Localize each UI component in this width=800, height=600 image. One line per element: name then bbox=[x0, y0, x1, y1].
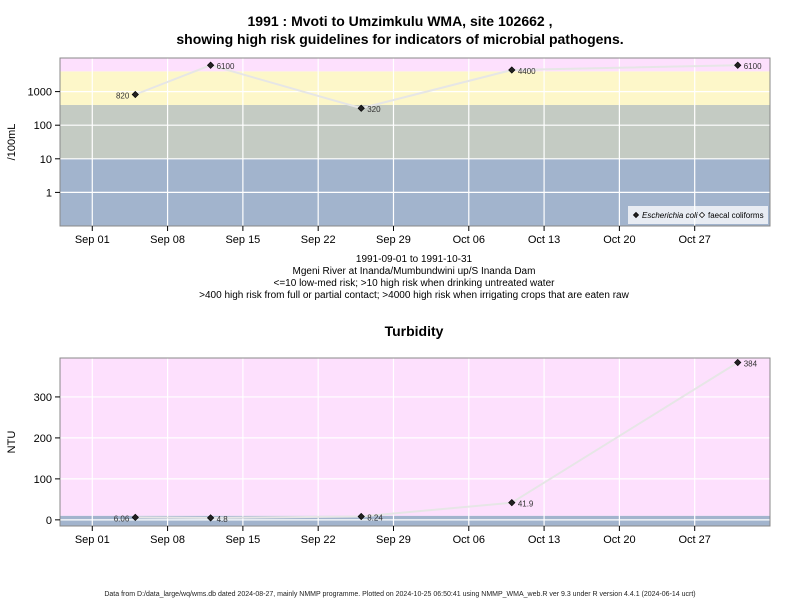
legend-box bbox=[628, 206, 768, 224]
x-tick-label-1: Sep 08 bbox=[150, 534, 185, 546]
data-label-4: 6100 bbox=[744, 62, 762, 71]
data-label-1: 6100 bbox=[217, 62, 235, 71]
risk-band-3 bbox=[60, 58, 770, 72]
data-point-3 bbox=[508, 499, 516, 507]
data-point-3 bbox=[508, 66, 516, 74]
x-tick-label-3: Sep 22 bbox=[301, 234, 336, 246]
chart-title-top: 1991 : Mvoti to Umzimkulu WMA, site 1026… bbox=[176, 13, 623, 47]
legend-entry-1: faecal coliforms bbox=[708, 211, 764, 220]
x-tick-label-1: Sep 08 bbox=[150, 234, 185, 246]
data-point-2 bbox=[357, 104, 365, 112]
x-tick-label-7: Oct 20 bbox=[603, 234, 635, 246]
caption-line-3: >400 high risk from full or partial cont… bbox=[199, 290, 629, 301]
chart-title-turbidity: Turbidity bbox=[385, 323, 444, 339]
data-point-1 bbox=[206, 514, 215, 522]
x-tick-label-5: Oct 06 bbox=[453, 534, 485, 546]
y-tick-label-0: 0 bbox=[46, 515, 52, 527]
y-tick-label-2: 200 bbox=[34, 433, 52, 445]
data-label-3: 4400 bbox=[518, 67, 536, 76]
title-line-1: showing high risk guidelines for indicat… bbox=[176, 31, 623, 47]
risk-band-1 bbox=[60, 104, 770, 159]
y-tick-label-2: 100 bbox=[34, 120, 52, 132]
data-label-2: 320 bbox=[367, 105, 381, 114]
risk-band-1 bbox=[60, 358, 770, 516]
legend-marker-1 bbox=[698, 211, 706, 219]
x-tick-label-5: Oct 06 bbox=[453, 234, 485, 246]
ecoli-panel: 1 10 100 1000 Sep 01 Sep 08 Sep 15 Sep 22 Sep 29… bbox=[6, 57, 771, 246]
data-label-1: 4.8 bbox=[217, 515, 229, 524]
caption-line-2: <=10 low-med risk; >10 high risk when dr… bbox=[274, 278, 556, 289]
x-tick-label-3: Sep 22 bbox=[301, 534, 336, 546]
data-point-4 bbox=[734, 61, 742, 69]
legend: Escherichia coli faecal coliforms bbox=[628, 206, 768, 224]
x-tick-label-2: Sep 15 bbox=[225, 234, 260, 246]
data-point-0 bbox=[131, 513, 139, 521]
caption-line-1: Mgeni River at Inanda/Mumbundwini up/S I… bbox=[293, 266, 536, 277]
y-axis-label: NTU bbox=[6, 431, 18, 454]
y-axis-label: /100mL bbox=[6, 124, 18, 161]
x-tick-label-6: Oct 13 bbox=[528, 234, 560, 246]
risk-band-2 bbox=[60, 71, 770, 105]
caption-line-0: 1991-09-01 to 1991-10-31 bbox=[356, 254, 473, 265]
legend-entry-0: Escherichia coli bbox=[642, 211, 698, 220]
data-label-0: 820 bbox=[116, 91, 130, 100]
y-tick-label-3: 1000 bbox=[28, 87, 52, 99]
plot-frame bbox=[59, 57, 771, 227]
x-tick-label-8: Oct 27 bbox=[678, 234, 710, 246]
data-label-4: 384 bbox=[744, 360, 758, 369]
data-point-1 bbox=[206, 61, 215, 69]
title-line-0: 1991 : Mvoti to Umzimkulu WMA, site 1026… bbox=[248, 13, 553, 29]
y-tick-label-3: 300 bbox=[34, 392, 52, 404]
data-point-0 bbox=[131, 90, 139, 99]
data-label-3: 41.9 bbox=[518, 500, 534, 509]
x-tick-label-8: Oct 27 bbox=[678, 534, 710, 546]
x-tick-label-6: Oct 13 bbox=[528, 534, 560, 546]
x-tick-label-2: Sep 15 bbox=[225, 534, 260, 546]
y-tick-label-1: 100 bbox=[34, 474, 52, 486]
turbidity-panel: 0 100 200 300 Sep 01 Sep 08 Sep 15 Sep 22 Sep 29… bbox=[6, 357, 771, 546]
footer-note: Data from D:/data_large/wq/wms.db dated … bbox=[104, 591, 695, 598]
x-tick-label-7: Oct 20 bbox=[603, 534, 635, 546]
x-tick-label-0: Sep 01 bbox=[75, 534, 110, 546]
legend-marker-0 bbox=[632, 211, 640, 219]
x-tick-label-0: Sep 01 bbox=[75, 234, 110, 246]
data-label-2: 8.24 bbox=[367, 513, 383, 522]
risk-band-0 bbox=[60, 515, 770, 526]
y-tick-label-1: 10 bbox=[40, 154, 52, 166]
y-tick-label-0: 1 bbox=[46, 187, 52, 199]
data-point-4 bbox=[734, 358, 742, 367]
x-tick-label-4: Sep 29 bbox=[376, 234, 411, 246]
turbidity-title: Turbidity bbox=[385, 323, 444, 339]
data-point-2 bbox=[357, 512, 365, 521]
data-label-0: 6.06 bbox=[114, 514, 130, 523]
plot-frame bbox=[59, 357, 771, 527]
x-tick-label-4: Sep 29 bbox=[376, 534, 411, 546]
